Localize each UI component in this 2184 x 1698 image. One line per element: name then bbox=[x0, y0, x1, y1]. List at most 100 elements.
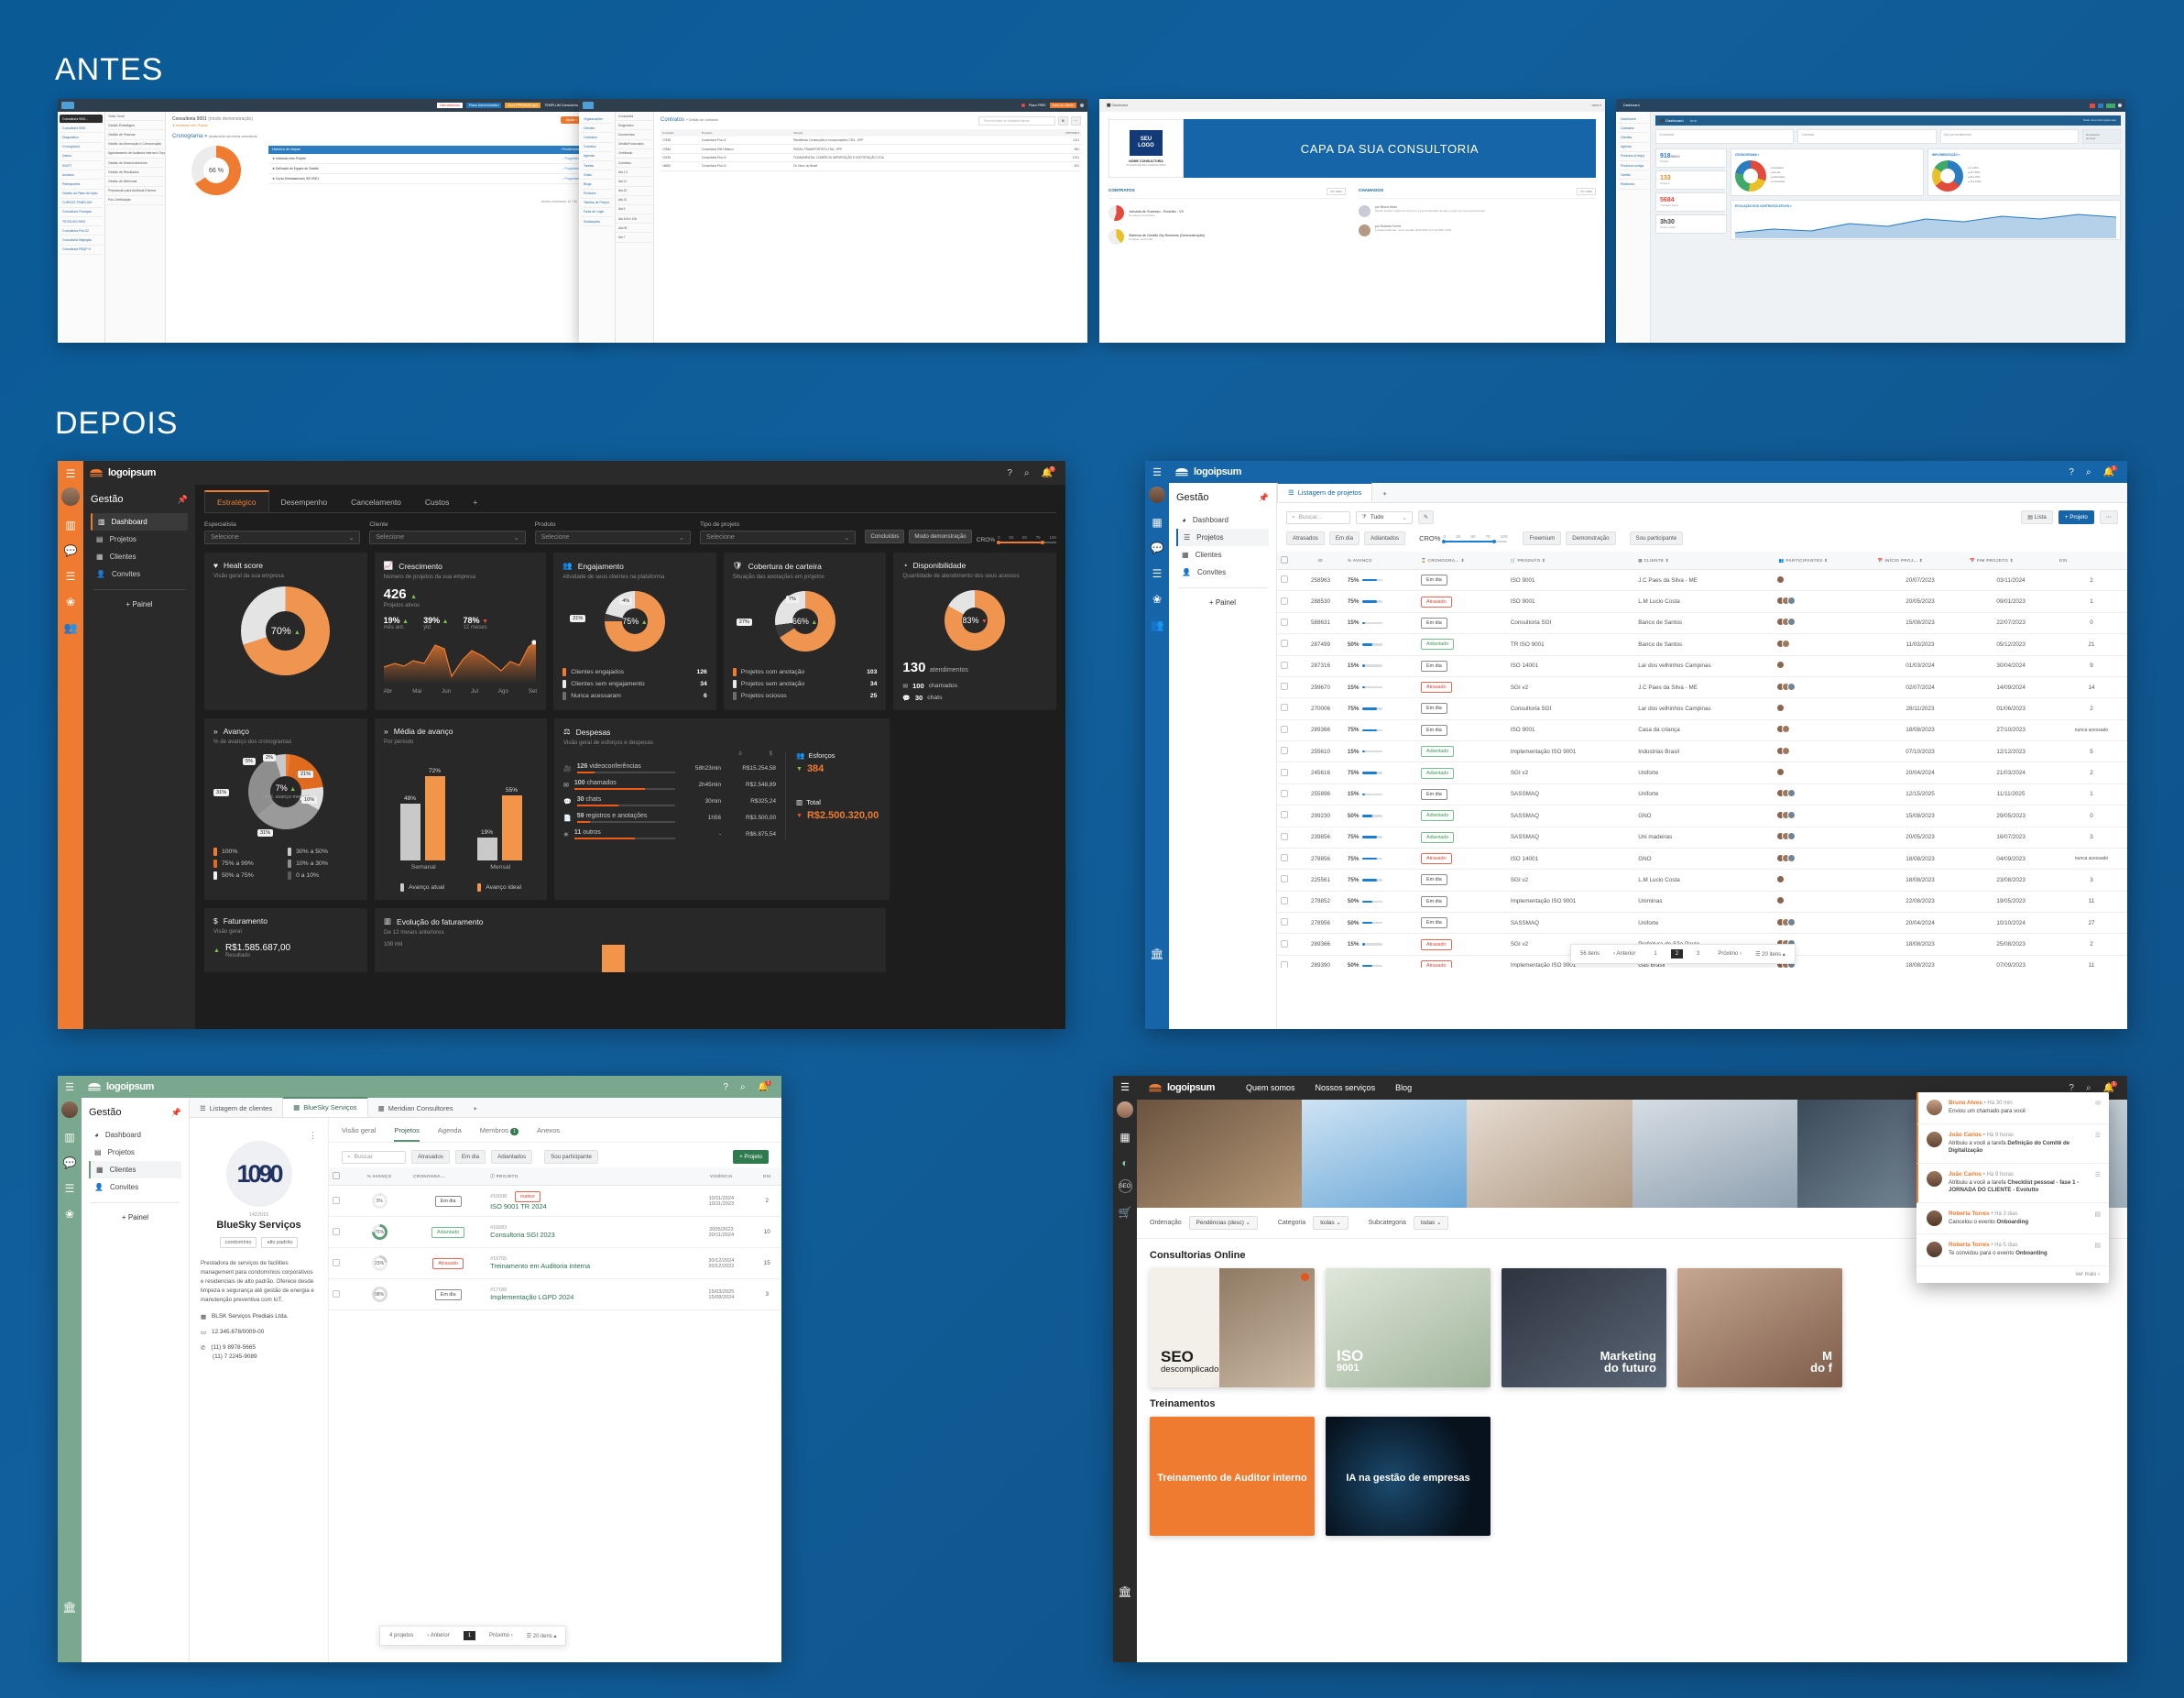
select-ordenacao[interactable]: Pendências (desc) ⌄ bbox=[1188, 1216, 1258, 1230]
tab-desempenho[interactable]: Desempenho bbox=[280, 498, 328, 507]
avatar[interactable] bbox=[1149, 487, 1165, 503]
page-1[interactable]: 1 bbox=[1654, 951, 1657, 957]
row-checkbox[interactable] bbox=[1281, 939, 1288, 948]
card-faturamento[interactable]: $ Faturamento Visão geral ▲ R$1.585.687,0… bbox=[204, 908, 367, 972]
dark-dashboard-panel[interactable]: ☰ ▥ 💬 ☰ ❀ 👥 logoipsum ? ⌕ 🔔 5 Gestão 📌 ▥ D… bbox=[58, 461, 1065, 1029]
bank-rail-icon[interactable]: 🏛 bbox=[1150, 948, 1164, 960]
sidebar-item-convites[interactable]: 👤 Convites bbox=[1182, 568, 1227, 576]
tab-listagem-projetos[interactable]: ☰ Listagem de projetos bbox=[1277, 482, 1373, 502]
help-icon[interactable]: ? bbox=[1007, 467, 1012, 478]
pill-em-dia[interactable]: Em dia bbox=[454, 1150, 486, 1164]
table-row[interactable]: 299670 15% Atrasado SGI v2 J.C Paes da Silva… bbox=[1277, 676, 2127, 699]
thumb-sidebar[interactable]: Consultoria 9001 - Consultoria 9001 Diag… bbox=[58, 112, 105, 343]
card-crescimento[interactable]: 📈 Crescimento Número de projetos da sua e… bbox=[374, 553, 547, 710]
filter-especialista[interactable]: Especialista Selecione ⌄ bbox=[204, 521, 361, 544]
pill-demonstracao[interactable]: Demonstração bbox=[1566, 531, 1616, 545]
app-rail[interactable]: ☰ ▥ 💬 ☰ ❀ 🏛 bbox=[58, 1076, 82, 1662]
select-all-checkbox[interactable] bbox=[1281, 556, 1288, 564]
tile-seo[interactable]: SEO descomplicado bbox=[1150, 1268, 1315, 1387]
before-thumb-dashboard[interactable]: Dashboard Dashboard Contratos Clientes A… bbox=[1616, 99, 2125, 343]
projects-pager[interactable]: 56 itens ‹ Anterior 1 2 3 Próximo › ☰ 20… bbox=[1570, 944, 1796, 964]
table-row[interactable]: 588631 15% Em dia Consultoria SGI Banco de S… bbox=[1277, 612, 2127, 635]
logo[interactable]: logoipsum bbox=[1174, 466, 1241, 477]
view-toggle[interactable]: ▤ Lista bbox=[2021, 510, 2053, 524]
table-row[interactable]: 225561 75% Em dia SGI v2 L.M Lucio Costa 18/0… bbox=[1277, 869, 2127, 892]
page-2[interactable]: 2 bbox=[1670, 949, 1684, 959]
notification-item[interactable]: João Carlos • Há 9 horas Atribuiu a você… bbox=[1916, 1123, 2109, 1164]
tab-custos[interactable]: Custos bbox=[424, 498, 450, 507]
tab-listagem-clientes[interactable]: ☰ Listagem de clientes bbox=[200, 1104, 273, 1112]
add-panel-button[interactable]: + Painel bbox=[1208, 598, 1237, 607]
sidebar-item-dashboard[interactable]: ◕ Dashboard bbox=[1182, 516, 1228, 524]
table-row[interactable]: 289366 75% Em dia ISO 9001 Casa da criança 18… bbox=[1277, 719, 2127, 742]
bell-icon[interactable]: 🔔 5 bbox=[1041, 466, 1055, 478]
nav-quem-somos[interactable]: Quem somos bbox=[1246, 1083, 1295, 1092]
row-checkbox[interactable] bbox=[1281, 640, 1288, 648]
table-row[interactable]: 75% Adiantado #16683 Consultoria SGI 2023 20… bbox=[329, 1216, 781, 1248]
prev-page[interactable]: ‹ Anterior bbox=[427, 1633, 450, 1638]
filter-tipo-projeto[interactable]: Tipo de projeto Selecione ⌄ bbox=[700, 521, 857, 544]
subtab-membros[interactable]: Membros 1 bbox=[480, 1126, 519, 1142]
avatar[interactable] bbox=[1775, 896, 1785, 905]
tab-add[interactable]: + bbox=[473, 498, 478, 507]
pill-em-dia[interactable]: Em dia bbox=[1328, 531, 1360, 545]
filter-produto[interactable]: Produto Selecione ⌄ bbox=[534, 521, 692, 544]
pill-adiantados[interactable]: Adiantados bbox=[491, 1150, 533, 1164]
notification-item[interactable]: Roberta Torres • Há 5 dias Te convidou p… bbox=[1916, 1234, 2109, 1266]
hamburger-icon[interactable]: ☰ bbox=[65, 467, 76, 480]
row-checkbox[interactable] bbox=[1281, 683, 1288, 691]
nav-blog[interactable]: Blog bbox=[1395, 1083, 1413, 1092]
subtab-anexos[interactable]: Anexos bbox=[537, 1126, 561, 1134]
add-project-button[interactable]: + Projeto bbox=[733, 1150, 769, 1164]
cro-slider[interactable]: CRO% 0 25 50 75 100 bbox=[976, 535, 1056, 544]
row-checkbox[interactable] bbox=[1281, 811, 1288, 819]
tile-iso[interactable]: ISO 9001 bbox=[1326, 1268, 1491, 1387]
grid-icon[interactable]: ▦ bbox=[1119, 1131, 1130, 1144]
row-checkbox[interactable] bbox=[1281, 768, 1288, 776]
portal-nav[interactable]: Quem somos Nossos serviços Blog bbox=[1246, 1083, 1412, 1092]
pill-sou-participante[interactable]: Sou participante bbox=[1629, 531, 1684, 545]
table-row[interactable]: 278856 75% Atrasado ISO 14001 GNO 18/08/2023 0… bbox=[1277, 848, 2127, 871]
chat-rail-icon[interactable]: 💬 bbox=[62, 1156, 77, 1169]
help-icon[interactable]: ? bbox=[2069, 1082, 2074, 1093]
projects-toolbar[interactable]: ⌕ Buscar... ⧩ Tudo ⌄ ✎ ▤ Lista + Projeto ⋯ bbox=[1277, 503, 2127, 531]
avatar[interactable] bbox=[61, 487, 80, 506]
card-health-score[interactable]: ♥ Healt score Visão geral da sua empresa … bbox=[204, 553, 367, 710]
dashboard-tabs[interactable]: Estratégico Desempenho Cancelamento Cust… bbox=[204, 490, 1056, 513]
tiles-treinamentos[interactable]: Treinamento de Auditor interno IA na ges… bbox=[1137, 1417, 2127, 1536]
notification-item[interactable]: Roberta Torres • Há 3 dias Cancelou o ev… bbox=[1916, 1203, 2109, 1235]
projects-panel[interactable]: ☰ ▦ 💬 ☰ ❀ 👥 🏛 logoipsum ? ⌕ 🔔 1 Gestão 📌 ◕… bbox=[1145, 461, 2127, 1029]
table-row[interactable]: 245616 75% Adiantado SGI v2 Uniforte 20/04/20… bbox=[1277, 761, 2127, 784]
row-checkbox[interactable] bbox=[1281, 789, 1288, 797]
page-size[interactable]: ☰ 20 itens ▴ bbox=[1755, 951, 1785, 958]
tiles-consultorias[interactable]: SEO descomplicado ISO 9001 Marketing do fut… bbox=[1137, 1268, 2127, 1387]
pill-adiantados[interactable]: Adiantados bbox=[1364, 531, 1406, 545]
network-rail-icon[interactable]: ❀ bbox=[1152, 593, 1163, 606]
help-icon[interactable]: ? bbox=[2069, 466, 2074, 477]
row-checkbox[interactable] bbox=[1281, 661, 1288, 669]
card-evolucao-faturamento[interactable]: ▥ Evolução do faturamento De 12 meses ant… bbox=[375, 908, 886, 972]
subtab-projetos[interactable]: Projetos bbox=[394, 1126, 420, 1142]
logo[interactable]: logoipsum bbox=[87, 1081, 154, 1092]
avatar[interactable] bbox=[1786, 853, 1796, 862]
seo-icon[interactable]: SEO bbox=[1118, 1179, 1132, 1193]
select-categoria[interactable]: todas ⌄ bbox=[1313, 1216, 1349, 1230]
network-rail-icon[interactable]: ❀ bbox=[65, 596, 76, 608]
table-row[interactable]: 287499 50% Adiantado TR ISO 9001 Banco de Sa… bbox=[1277, 633, 2127, 656]
bank-icon[interactable]: 🏛 bbox=[1118, 1585, 1132, 1598]
edit-button[interactable]: ✎ bbox=[1418, 510, 1435, 524]
before-thumb-cronograma[interactable]: Não atribuído Plano Administrativo Guia … bbox=[58, 99, 589, 343]
list-rail-icon[interactable]: ☰ bbox=[1152, 567, 1163, 580]
select-all-checkbox[interactable] bbox=[333, 1172, 340, 1179]
avatar[interactable] bbox=[1775, 874, 1785, 883]
table-row[interactable]: 278852 50% Em dia Implementação ISO 9001 Uni… bbox=[1277, 891, 2127, 914]
list-rail-icon[interactable]: ☰ bbox=[64, 1182, 75, 1195]
card-despesas[interactable]: ⚖ Despesas Visão geral de esforços e desp… bbox=[554, 718, 890, 900]
clients-sidebar[interactable]: Gestão 📌 ◕ Dashboard ▤ Projetos ▦ Clientes 👤… bbox=[82, 1098, 190, 1662]
row-checkbox[interactable] bbox=[1281, 918, 1288, 926]
card-cobertura-carteira[interactable]: 🛡 Cobertura de carteira Situação das anot… bbox=[723, 553, 887, 710]
filter-modo-demo[interactable]: Modo demonstração bbox=[909, 530, 972, 543]
tasks-rail-icon[interactable]: ☰ bbox=[65, 570, 76, 583]
